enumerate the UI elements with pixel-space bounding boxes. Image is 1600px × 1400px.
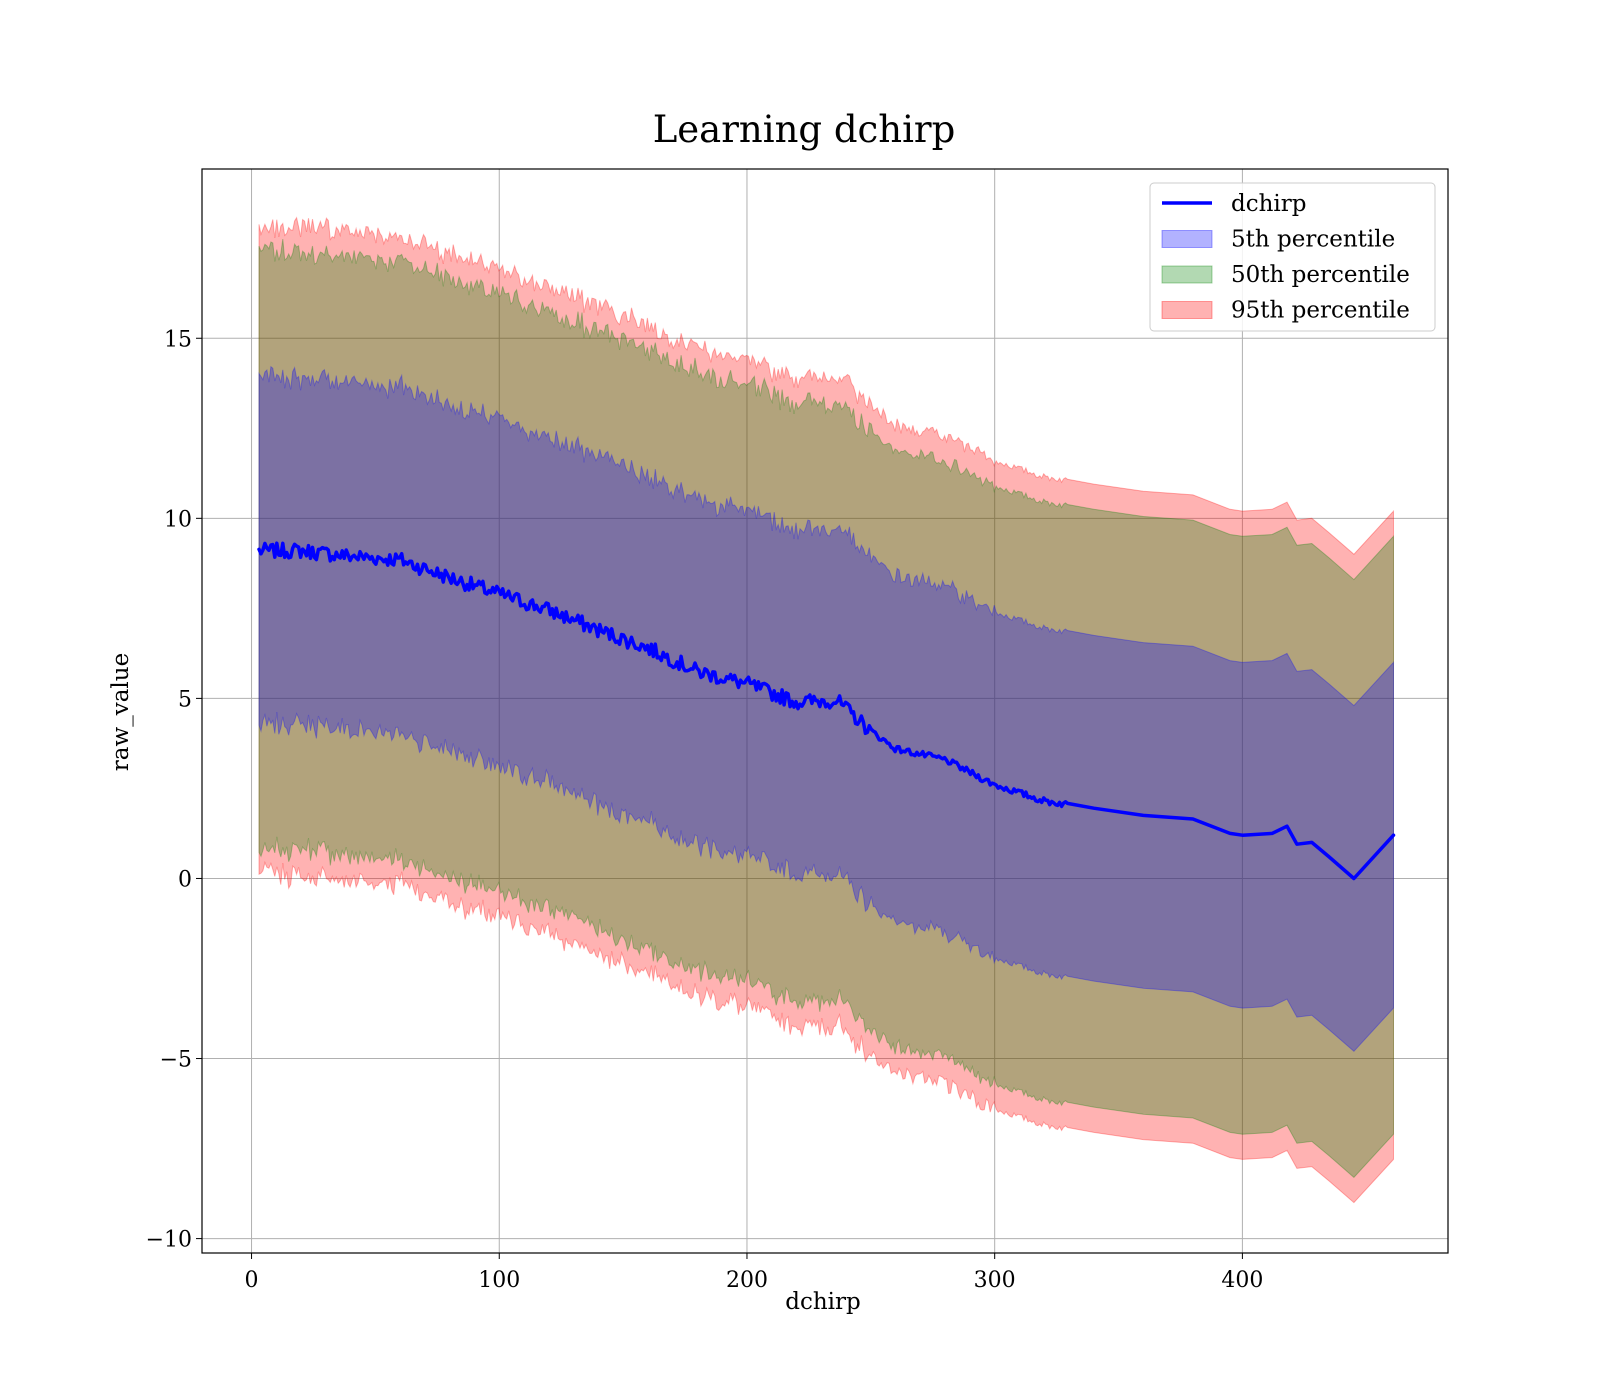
y-tick-label: −10	[146, 1228, 192, 1253]
mean-line-layer	[257, 541, 1396, 881]
legend-label: dchirp	[1231, 191, 1307, 217]
y-tick-label: 15	[164, 327, 192, 352]
legend-swatch-patch	[1161, 301, 1213, 319]
legend-label: 50th percentile	[1231, 262, 1410, 288]
x-tick-label: 200	[726, 1268, 768, 1293]
y-tick-label: 5	[178, 687, 192, 712]
x-tick-label: 300	[974, 1268, 1016, 1293]
x-tick-label: 100	[478, 1268, 520, 1293]
x-axis-ticks: 0 100 200 300 400	[245, 1253, 1263, 1293]
plot-area-frame	[201, 168, 1449, 1254]
y-tick-label: 10	[164, 507, 192, 532]
percentile-bands	[258, 216, 1394, 1204]
x-tick-label: 400	[1221, 1268, 1263, 1293]
legend-frame	[1149, 182, 1436, 332]
y-tick-label: 0	[178, 867, 192, 892]
band-5th	[258, 365, 1394, 1052]
y-axis-label: raw_value	[108, 653, 134, 771]
legend: dchirp 5th percentile 50th percentile 95th …	[1149, 182, 1436, 332]
x-axis-label: dchirp	[785, 1289, 861, 1315]
grid	[202, 169, 1448, 1253]
x-tick-label: 0	[245, 1268, 259, 1293]
dchirp-line	[257, 541, 1396, 881]
band-95th	[258, 216, 1394, 1204]
chart-title: Learning dchirp	[653, 108, 956, 151]
y-axis-ticks: −10 −5 0 5 10 15	[146, 327, 202, 1253]
legend-label: 5th percentile	[1231, 227, 1395, 253]
legend-label: 95th percentile	[1231, 298, 1410, 324]
y-tick-label: −5	[160, 1048, 192, 1073]
legend-swatch-patch	[1161, 230, 1213, 248]
legend-swatch-patch	[1161, 265, 1213, 284]
